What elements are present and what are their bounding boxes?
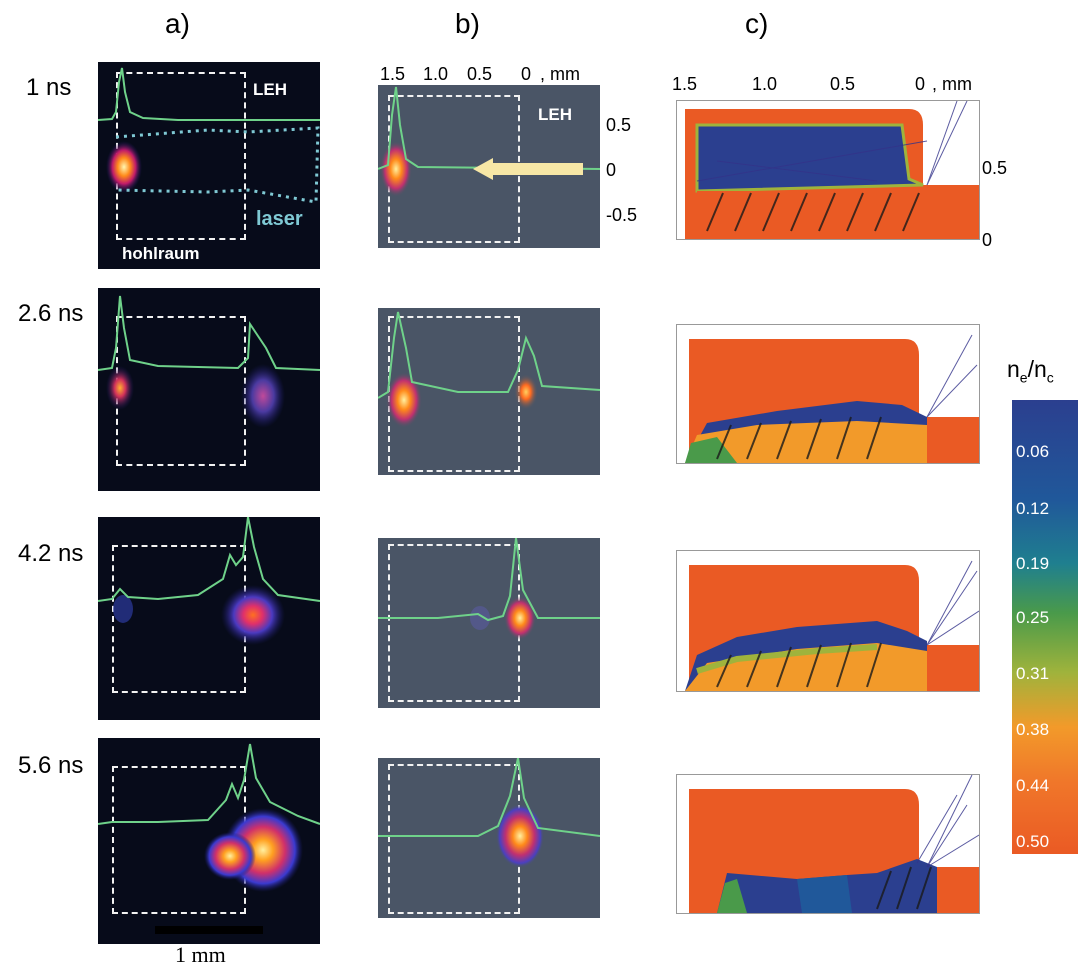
b-x-tick: 0.5	[467, 64, 493, 84]
laser-label: laser	[256, 208, 303, 230]
emission-spot	[241, 364, 285, 428]
panel-c-2.6ns-density	[685, 334, 979, 463]
emission-spot	[514, 374, 538, 410]
scale-bar	[155, 926, 263, 934]
colorbar-title-slash-n: /n	[1027, 356, 1047, 382]
laser-arrow	[473, 158, 583, 180]
c-x-tick: 1.5	[672, 74, 698, 94]
c-x-tick: 1.0	[752, 74, 778, 94]
panel-b-2.6ns	[378, 308, 600, 475]
panel-b-5.6ns-overlay	[378, 758, 600, 868]
panel-b-1ns: LEH	[378, 85, 600, 248]
panel-a-2.6ns-overlay	[98, 295, 320, 428]
colorbar	[1012, 400, 1078, 854]
time-label-2: 2.6 ns	[18, 300, 84, 327]
panel-c-4.2ns-density	[685, 560, 979, 691]
emission-spot	[470, 606, 490, 630]
emission-spot	[106, 366, 134, 410]
panel-a-4.2ns-overlay	[98, 517, 320, 645]
colorbar-value: 0.19	[1016, 554, 1050, 573]
colorbar-title-sub-e: e	[1019, 369, 1028, 386]
c-x-tick: , mm	[932, 74, 972, 94]
panel-a-5.6ns	[98, 738, 320, 944]
emission-spot	[496, 804, 544, 868]
panel-c-5.6ns-density	[689, 775, 979, 913]
panel-b-4.2ns	[378, 538, 600, 708]
panel-c-2.6ns	[676, 324, 980, 464]
panel-a-1ns: LEH laser hohlraum	[98, 62, 320, 269]
column-label-a: a)	[165, 8, 190, 39]
panel-c-5.6ns	[676, 774, 980, 914]
lineout-trace	[378, 758, 600, 837]
b-x-tick: 0	[521, 64, 532, 84]
panel-a-5.6ns-overlay	[98, 743, 320, 892]
panel-a-1ns-overlay	[98, 67, 320, 204]
b-x-tick: 1.5	[380, 64, 406, 84]
leh-label: LEH	[253, 80, 287, 99]
lineout-trace	[378, 86, 600, 170]
emission-spot	[386, 372, 422, 428]
b-y-tick: 0.5	[606, 115, 632, 135]
colorbar-value: 0.31	[1016, 664, 1050, 683]
c-y-tick: 0	[982, 230, 993, 250]
emission-spot	[204, 832, 256, 880]
lineout-trace	[98, 67, 320, 121]
hohlraum-label: hohlraum	[122, 244, 200, 263]
emission-spot	[380, 141, 412, 197]
lineout-trace	[98, 295, 320, 371]
b-x-tick: , mm	[540, 64, 580, 84]
column-label-b: b)	[455, 8, 480, 39]
leh-label: LEH	[538, 105, 572, 124]
laser-outline	[115, 126, 320, 204]
emission-spot	[113, 595, 133, 623]
lineout-trace	[378, 538, 600, 622]
colorbar-value: 0.06	[1016, 442, 1050, 461]
column-label-c: c)	[745, 8, 769, 39]
lineout-trace	[98, 517, 320, 602]
emission-spot	[221, 585, 285, 645]
b-y-tick: -0.5	[606, 205, 638, 225]
c-x-tick: 0.5	[830, 74, 856, 94]
panel-b-5.6ns	[378, 758, 600, 918]
panel-b-2.6ns-overlay	[378, 311, 600, 428]
time-label-4: 5.6 ns	[18, 752, 84, 779]
b-x-tick: 1.0	[423, 64, 449, 84]
panel-c-1ns	[676, 100, 980, 240]
panel-c-4.2ns	[676, 550, 980, 692]
panel-a-2.6ns	[98, 288, 320, 491]
colorbar-title-sub-c: c	[1046, 369, 1054, 386]
colorbar-title-n: n	[1007, 356, 1020, 382]
emission-spot	[504, 596, 536, 640]
panel-b-1ns-overlay	[378, 86, 600, 197]
colorbar-value: 0.25	[1016, 608, 1050, 627]
time-label-3: 4.2 ns	[18, 540, 84, 567]
c-y-tick: 0.5	[982, 158, 1008, 178]
colorbar-value: 0.44	[1016, 776, 1050, 795]
panel-a-4.2ns	[98, 517, 320, 720]
scale-bar-label: 1 mm	[175, 942, 226, 967]
colorbar-value: 0.50	[1016, 832, 1050, 851]
colorbar-title: ne/nc	[1007, 356, 1054, 386]
time-label-1: 1 ns	[26, 74, 72, 101]
colorbar-value: 0.38	[1016, 720, 1050, 739]
panel-b-4.2ns-overlay	[378, 538, 600, 640]
b-y-tick: 0	[606, 160, 617, 180]
lineout-trace	[378, 311, 600, 399]
lineout-trace	[98, 743, 320, 825]
emission-spot	[106, 141, 142, 193]
c-x-tick: 0	[915, 74, 926, 94]
colorbar-value: 0.12	[1016, 499, 1050, 518]
panel-c-1ns-density	[685, 101, 979, 239]
